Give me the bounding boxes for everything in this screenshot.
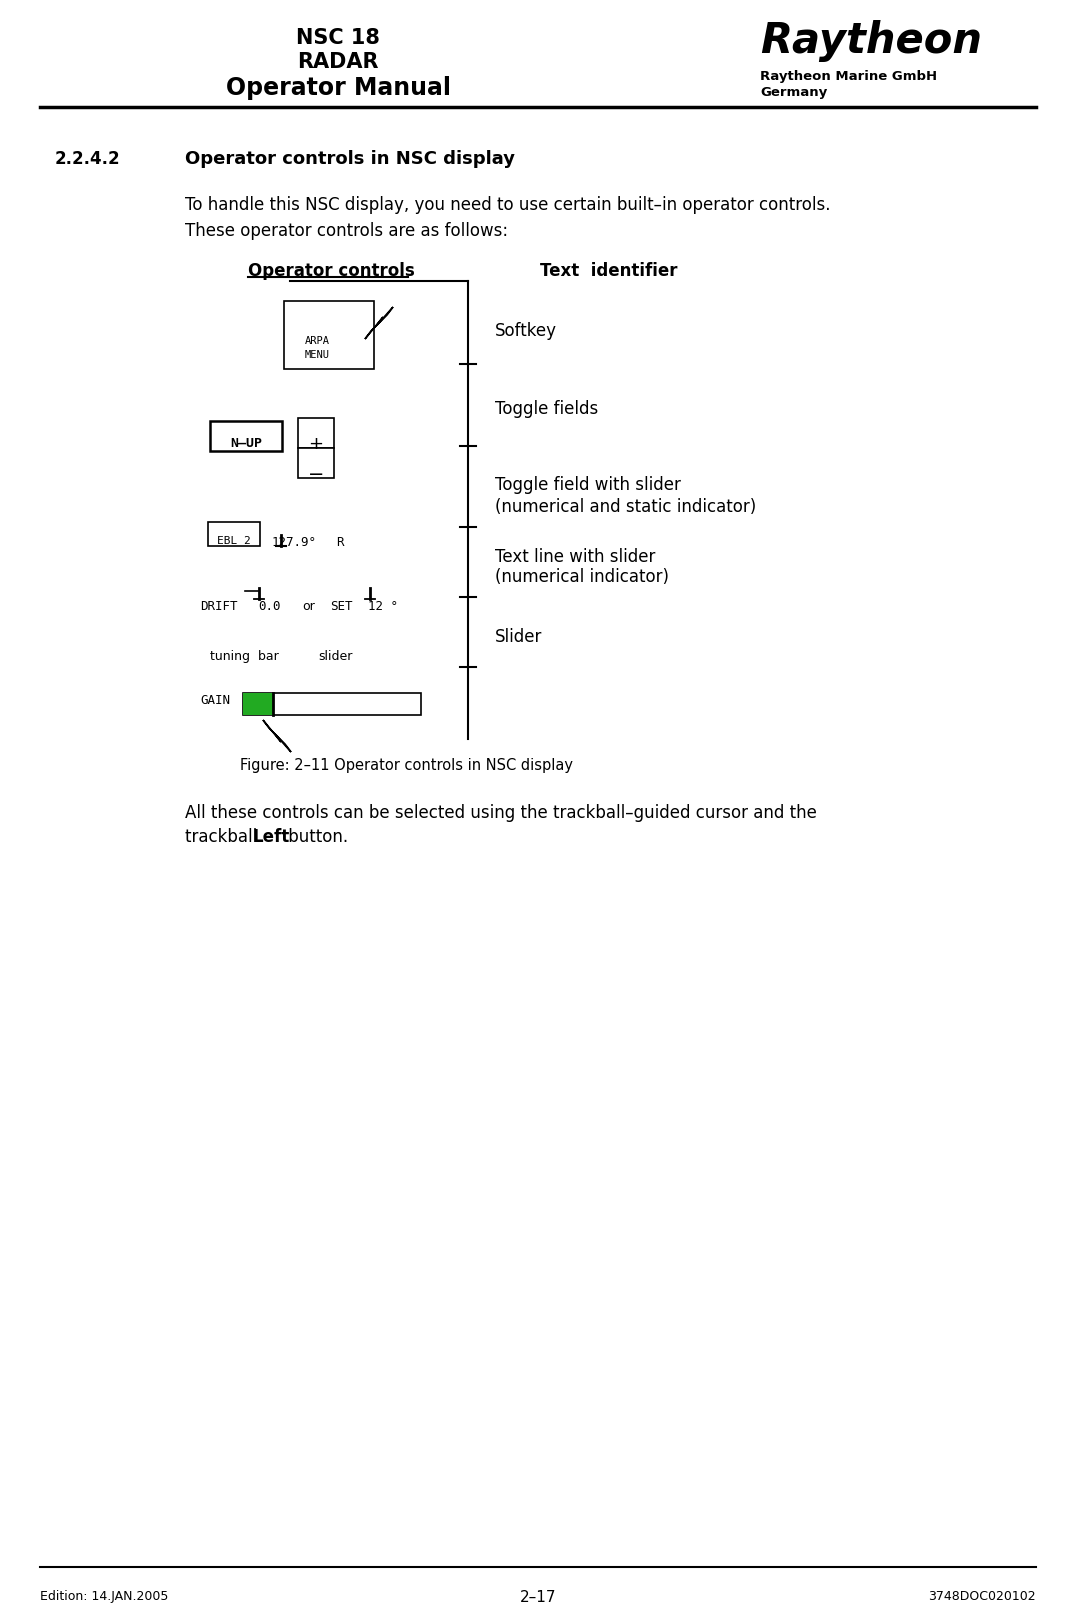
Text: Toggle fields: Toggle fields (495, 399, 598, 417)
Text: (numerical and static indicator): (numerical and static indicator) (495, 498, 756, 516)
Text: All these controls can be selected using the trackball–guided cursor and the: All these controls can be selected using… (185, 803, 817, 821)
Text: Figure: 2–11 Operator controls in NSC display: Figure: 2–11 Operator controls in NSC di… (240, 758, 574, 773)
Text: 2.2.4.2: 2.2.4.2 (55, 149, 121, 167)
Bar (298, 419, 334, 448)
Text: 0.0: 0.0 (258, 599, 281, 612)
Text: DRIFT: DRIFT (200, 599, 238, 612)
Polygon shape (263, 721, 291, 753)
Text: button.: button. (283, 828, 349, 846)
Text: NSC 18: NSC 18 (296, 28, 380, 49)
Text: Slider: Slider (495, 628, 542, 646)
Bar (243, 693, 273, 716)
Text: 127.9°: 127.9° (272, 536, 317, 549)
Text: ARPA: ARPA (305, 336, 329, 346)
Text: +: + (309, 435, 324, 453)
Text: These operator controls are as follows:: These operator controls are as follows: (185, 222, 508, 240)
Bar (284, 302, 374, 370)
Text: GAIN: GAIN (200, 693, 230, 706)
Text: Operator controls in NSC display: Operator controls in NSC display (185, 149, 515, 167)
Text: 2–17: 2–17 (520, 1589, 556, 1604)
Text: 3748DOC020102: 3748DOC020102 (929, 1589, 1036, 1602)
Text: tuning  bar: tuning bar (210, 649, 279, 662)
Text: MENU: MENU (305, 351, 329, 360)
Text: Toggle field with slider: Toggle field with slider (495, 476, 681, 493)
Text: R: R (336, 536, 343, 549)
Text: Raytheon: Raytheon (760, 19, 982, 62)
Text: Left: Left (253, 828, 291, 846)
Text: Text line with slider: Text line with slider (495, 547, 655, 566)
Text: N–UP: N–UP (230, 437, 261, 450)
Text: RADAR: RADAR (297, 52, 379, 71)
Polygon shape (365, 308, 393, 339)
Text: Text  identifier: Text identifier (540, 261, 678, 279)
Text: slider: slider (318, 649, 352, 662)
Bar (208, 523, 260, 547)
Text: Softkey: Softkey (495, 321, 557, 339)
Bar (298, 448, 334, 479)
Text: −: − (308, 464, 324, 484)
Text: 12 °: 12 ° (368, 599, 398, 612)
Text: Operator controls: Operator controls (247, 261, 414, 279)
Text: Raytheon Marine GmbH: Raytheon Marine GmbH (760, 70, 937, 83)
Bar (243, 693, 421, 716)
Text: Operator Manual: Operator Manual (226, 76, 451, 101)
Text: or: or (302, 599, 315, 612)
Text: EBL 2: EBL 2 (217, 536, 251, 545)
Text: Edition: 14.JAN.2005: Edition: 14.JAN.2005 (40, 1589, 168, 1602)
Text: (numerical indicator): (numerical indicator) (495, 568, 669, 586)
Bar (210, 422, 282, 451)
Text: trackball: trackball (185, 828, 263, 846)
Text: SET: SET (330, 599, 353, 612)
Text: Germany: Germany (760, 86, 827, 99)
Text: To handle this NSC display, you need to use certain built–in operator controls.: To handle this NSC display, you need to … (185, 196, 831, 214)
